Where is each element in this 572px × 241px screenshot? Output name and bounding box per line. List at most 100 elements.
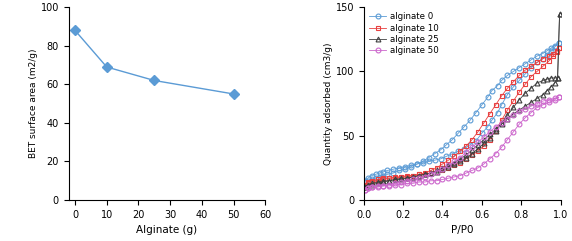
alginate 25	[362, 186, 368, 189]
alginate 0	[472, 140, 479, 142]
alginate 10	[364, 181, 371, 183]
alginate 50	[475, 167, 482, 169]
alginate 10	[433, 170, 440, 173]
alginate 50	[392, 183, 399, 186]
alginate 10	[451, 164, 458, 167]
alginate 50	[539, 103, 546, 106]
alginate 10	[480, 145, 487, 147]
alginate 10	[457, 161, 464, 164]
alginate 0	[364, 177, 371, 180]
alginate 25	[404, 177, 411, 180]
alginate 10	[468, 154, 475, 156]
alginate 25	[415, 174, 422, 177]
alginate 25	[547, 76, 554, 79]
alginate 0	[402, 165, 408, 168]
alginate 25	[510, 106, 517, 109]
alginate 10	[498, 119, 505, 122]
alginate 10	[516, 91, 523, 94]
alginate 0	[510, 86, 517, 88]
alginate 50	[534, 106, 541, 109]
alginate 50	[551, 98, 558, 101]
alginate 25	[364, 183, 371, 186]
alginate 0	[408, 164, 415, 167]
alginate 25	[445, 165, 452, 168]
alginate 25	[380, 179, 387, 182]
alginate 0	[384, 169, 391, 172]
X-axis label: P/P0: P/P0	[451, 225, 474, 235]
alginate 50	[510, 130, 517, 133]
alginate 10	[539, 65, 546, 68]
alginate 10	[427, 172, 434, 174]
alginate 50	[362, 188, 368, 191]
alginate 50	[364, 187, 371, 190]
alginate 10	[553, 51, 560, 54]
alginate 10	[463, 157, 470, 160]
alginate 25	[539, 79, 546, 82]
alginate 10	[398, 175, 404, 178]
alginate 10	[386, 177, 393, 180]
alginate 0	[437, 157, 444, 160]
alginate 10	[374, 178, 381, 181]
Legend: alginate 0, alginate 10, alginate 25, alginate 50: alginate 0, alginate 10, alginate 25, al…	[367, 10, 441, 57]
alginate 10	[380, 177, 387, 180]
alginate 10	[368, 179, 375, 182]
alginate 25	[498, 121, 505, 124]
alginate 0	[426, 160, 432, 163]
alginate 25	[392, 178, 399, 181]
alginate 25	[556, 12, 563, 15]
alginate 25	[522, 92, 529, 95]
alginate 0	[455, 150, 462, 153]
alginate 0	[543, 53, 550, 56]
alginate 50	[486, 157, 493, 160]
alginate 10	[549, 55, 556, 58]
alginate 0	[368, 174, 375, 177]
alginate 0	[362, 179, 368, 182]
alginate 25	[468, 152, 475, 155]
alginate 0	[555, 42, 562, 45]
alginate 10	[555, 47, 562, 50]
X-axis label: Alginate (g): Alginate (g)	[137, 225, 197, 235]
alginate 50	[410, 182, 416, 185]
alginate 10	[486, 138, 493, 141]
alginate 25	[486, 137, 493, 140]
alginate 10	[415, 173, 422, 176]
alginate 10	[445, 167, 452, 169]
alginate 0	[376, 172, 383, 174]
alginate 0	[449, 152, 456, 155]
alginate 50	[468, 169, 475, 172]
alginate 50	[398, 183, 404, 186]
alginate 10	[362, 183, 368, 186]
alginate 0	[488, 119, 495, 122]
alginate 0	[396, 167, 403, 169]
alginate 25	[457, 160, 464, 163]
alginate 0	[460, 147, 467, 150]
alginate 25	[554, 76, 561, 79]
alginate 25	[543, 78, 550, 81]
alginate 25	[492, 129, 499, 132]
alginate 0	[547, 49, 554, 52]
alginate 25	[427, 172, 434, 174]
Y-axis label: Quantity adsorbed (cm3/g): Quantity adsorbed (cm3/g)	[324, 42, 333, 165]
alginate 10	[510, 100, 517, 102]
alginate 25	[480, 142, 487, 145]
Line: alginate 50: alginate 50	[362, 95, 561, 192]
alginate 50	[422, 181, 428, 183]
alginate 50	[386, 184, 393, 187]
alginate 25	[410, 175, 416, 178]
Line: alginate 0: alginate 0	[362, 41, 561, 183]
alginate 0	[534, 61, 541, 64]
alginate 10	[392, 175, 399, 178]
alginate 0	[443, 155, 450, 158]
alginate 25	[422, 173, 428, 176]
alginate 0	[467, 143, 474, 146]
alginate 0	[484, 125, 491, 128]
alginate 10	[504, 109, 511, 112]
alginate 50	[427, 179, 434, 182]
alginate 50	[374, 186, 381, 189]
alginate 10	[545, 60, 552, 63]
alginate 25	[451, 163, 458, 166]
alginate 10	[522, 83, 529, 86]
alginate 0	[380, 170, 387, 173]
alginate 25	[463, 156, 470, 159]
alginate 25	[386, 179, 393, 182]
